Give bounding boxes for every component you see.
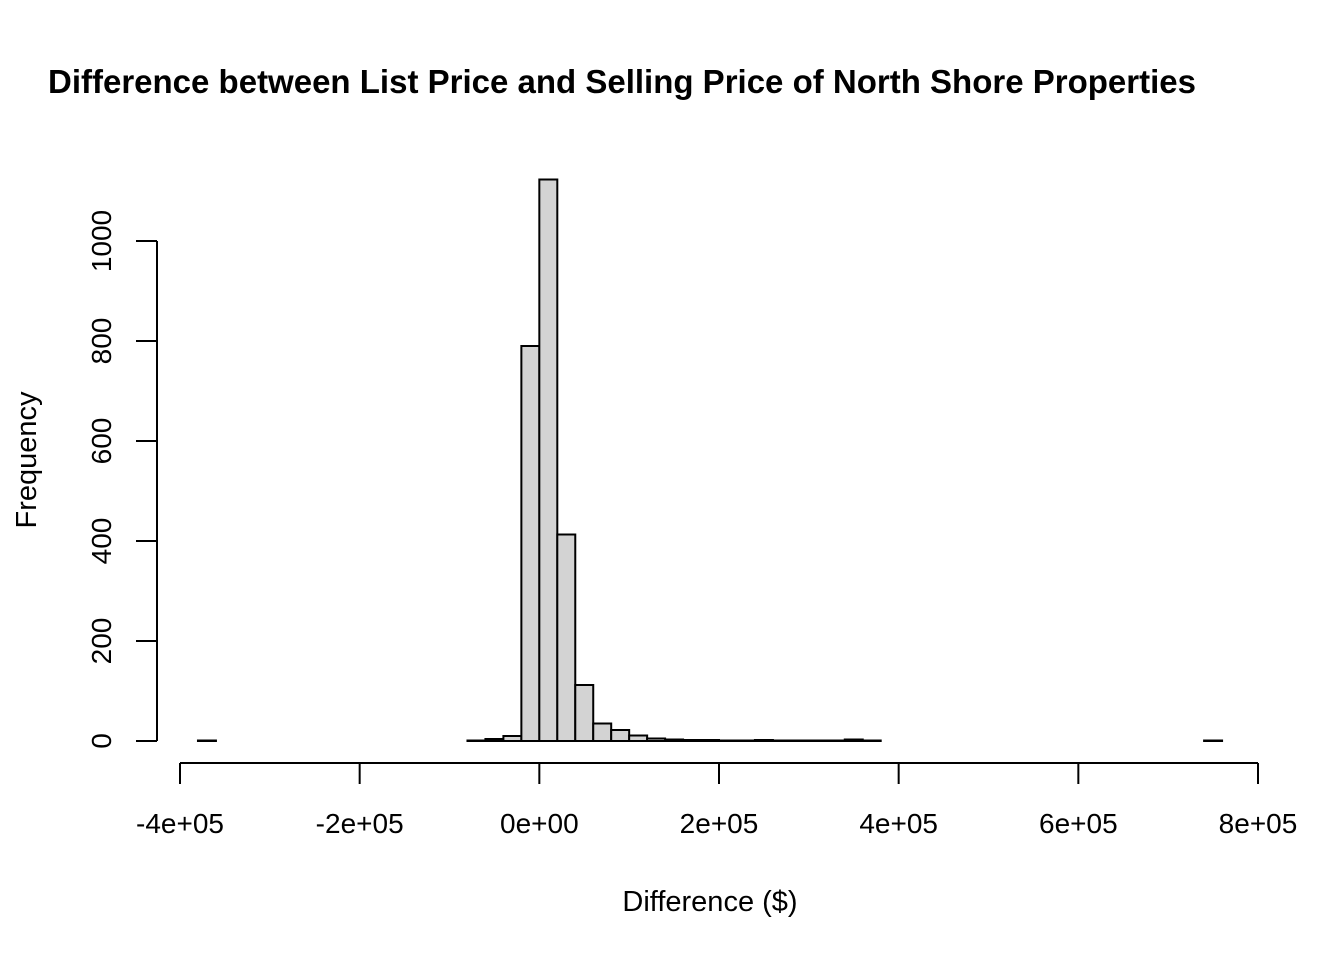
histogram-bar — [843, 738, 864, 742]
y-tick-label: 1000 — [86, 210, 117, 272]
histogram-bars — [196, 178, 1224, 742]
chart-title: Difference between List Price and Sellin… — [48, 63, 1196, 100]
histogram-bar — [196, 739, 217, 742]
histogram-bar — [502, 735, 523, 742]
histogram-bar — [718, 739, 738, 742]
x-tick-label: 4e+05 — [859, 808, 938, 839]
histogram-bar — [771, 739, 792, 742]
histogram-bar — [861, 739, 882, 742]
histogram-bar — [753, 739, 774, 742]
histogram-bar — [646, 737, 667, 742]
histogram-bar — [664, 738, 685, 742]
histogram-bar — [592, 722, 613, 742]
histogram-bar — [628, 734, 649, 742]
x-tick-label: -4e+05 — [136, 808, 224, 839]
x-tick-label: 6e+05 — [1039, 808, 1118, 839]
histogram-bar — [520, 345, 541, 742]
histogram-bar — [700, 739, 721, 742]
x-axis: -4e+05 -2e+05 0e+00 2e+05 4e+05 6e+05 8e+05 — [136, 762, 1298, 839]
y-tick-label: 0 — [86, 733, 117, 749]
y-tick-label: 800 — [86, 318, 117, 365]
histogram-bar — [807, 739, 828, 742]
y-tick-label: 200 — [86, 618, 117, 665]
y-tick-label: 400 — [86, 518, 117, 565]
x-axis-label: Difference ($) — [622, 886, 797, 918]
histogram-bar — [789, 739, 810, 742]
histogram-bar — [1203, 739, 1224, 742]
histogram-bar — [682, 739, 703, 742]
x-tick-label: 8e+05 — [1219, 808, 1298, 839]
histogram-bar — [466, 739, 487, 742]
x-tick-label: -2e+05 — [316, 808, 404, 839]
y-axis-label: Frequency — [11, 391, 43, 529]
y-tick-label: 600 — [86, 418, 117, 465]
x-tick-label: 2e+05 — [680, 808, 759, 839]
y-axis: 0 200 400 600 800 1000 — [86, 210, 158, 749]
histogram-bar — [735, 739, 756, 742]
histogram-bar — [574, 684, 595, 742]
x-tick-label: 0e+00 — [500, 808, 579, 839]
histogram-bar — [538, 178, 559, 742]
histogram-bar — [484, 738, 505, 742]
histogram-bar — [556, 533, 577, 742]
histogram-bar — [825, 739, 846, 742]
histogram-bar — [610, 729, 631, 742]
